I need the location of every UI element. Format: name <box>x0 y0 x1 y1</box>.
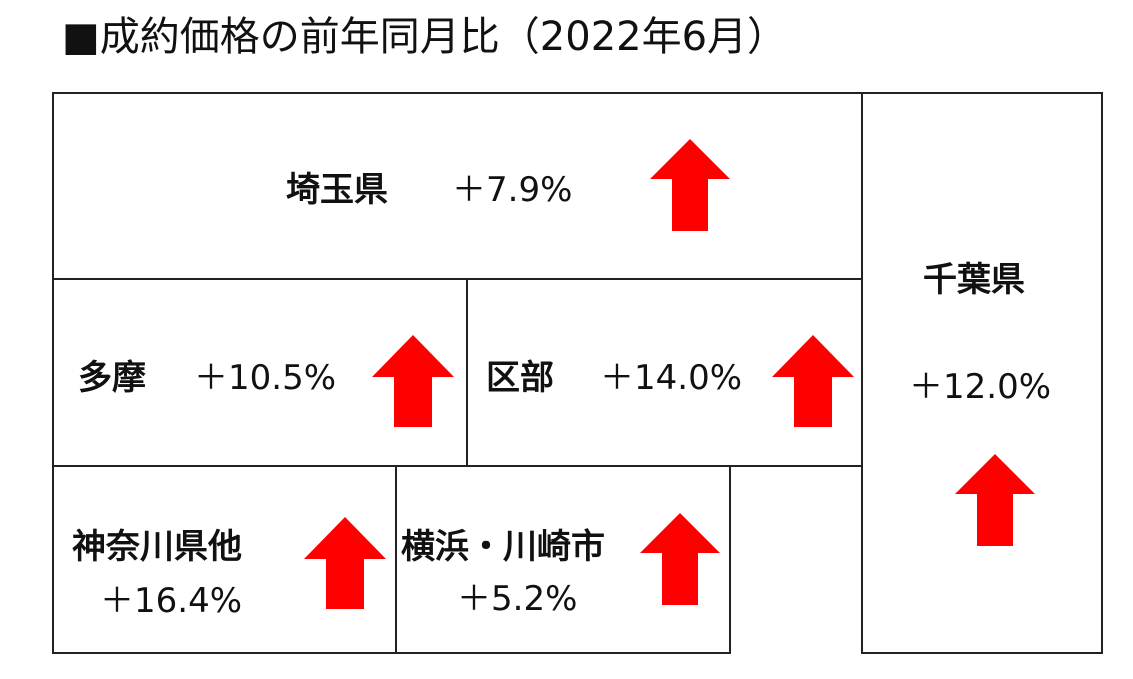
region-change-kubu: ＋14.0% <box>600 358 743 398</box>
region-box-chiba: 千葉県 ＋12.0% <box>861 92 1103 654</box>
up-arrow-icon <box>304 517 386 609</box>
region-change-saitama: ＋7.9% <box>452 170 573 210</box>
region-change-kanagawa: ＋16.4% <box>100 581 243 621</box>
region-box-kubu: 区部 ＋14.0% <box>466 278 863 467</box>
region-box-saitama: 埼玉県 ＋7.9% <box>52 92 863 280</box>
region-name-chiba: 千葉県 <box>923 260 1025 300</box>
region-name-kubu: 区部 <box>486 358 554 398</box>
up-arrow-icon <box>955 454 1035 546</box>
region-name-tama: 多摩 <box>78 358 146 398</box>
up-arrow-icon <box>772 335 854 427</box>
region-box-yokohama-kawasaki: 横浜・川崎市 ＋5.2% <box>395 465 731 654</box>
region-box-kanagawa: 神奈川県他 ＋16.4% <box>52 465 397 654</box>
region-box-tama: 多摩 ＋10.5% <box>52 278 468 467</box>
page-title: ■成約価格の前年同月比（2022年6月） <box>62 14 788 60</box>
region-name-kanagawa: 神奈川県他 <box>72 527 242 567</box>
region-change-yokohama-kawasaki: ＋5.2% <box>457 579 578 619</box>
up-arrow-icon <box>372 335 454 427</box>
region-change-chiba: ＋12.0% <box>909 367 1052 407</box>
region-name-yokohama-kawasaki: 横浜・川崎市 <box>401 527 605 567</box>
region-change-tama: ＋10.5% <box>194 358 337 398</box>
up-arrow-icon <box>650 139 730 231</box>
region-name-saitama: 埼玉県 <box>286 170 388 210</box>
up-arrow-icon <box>640 513 720 605</box>
